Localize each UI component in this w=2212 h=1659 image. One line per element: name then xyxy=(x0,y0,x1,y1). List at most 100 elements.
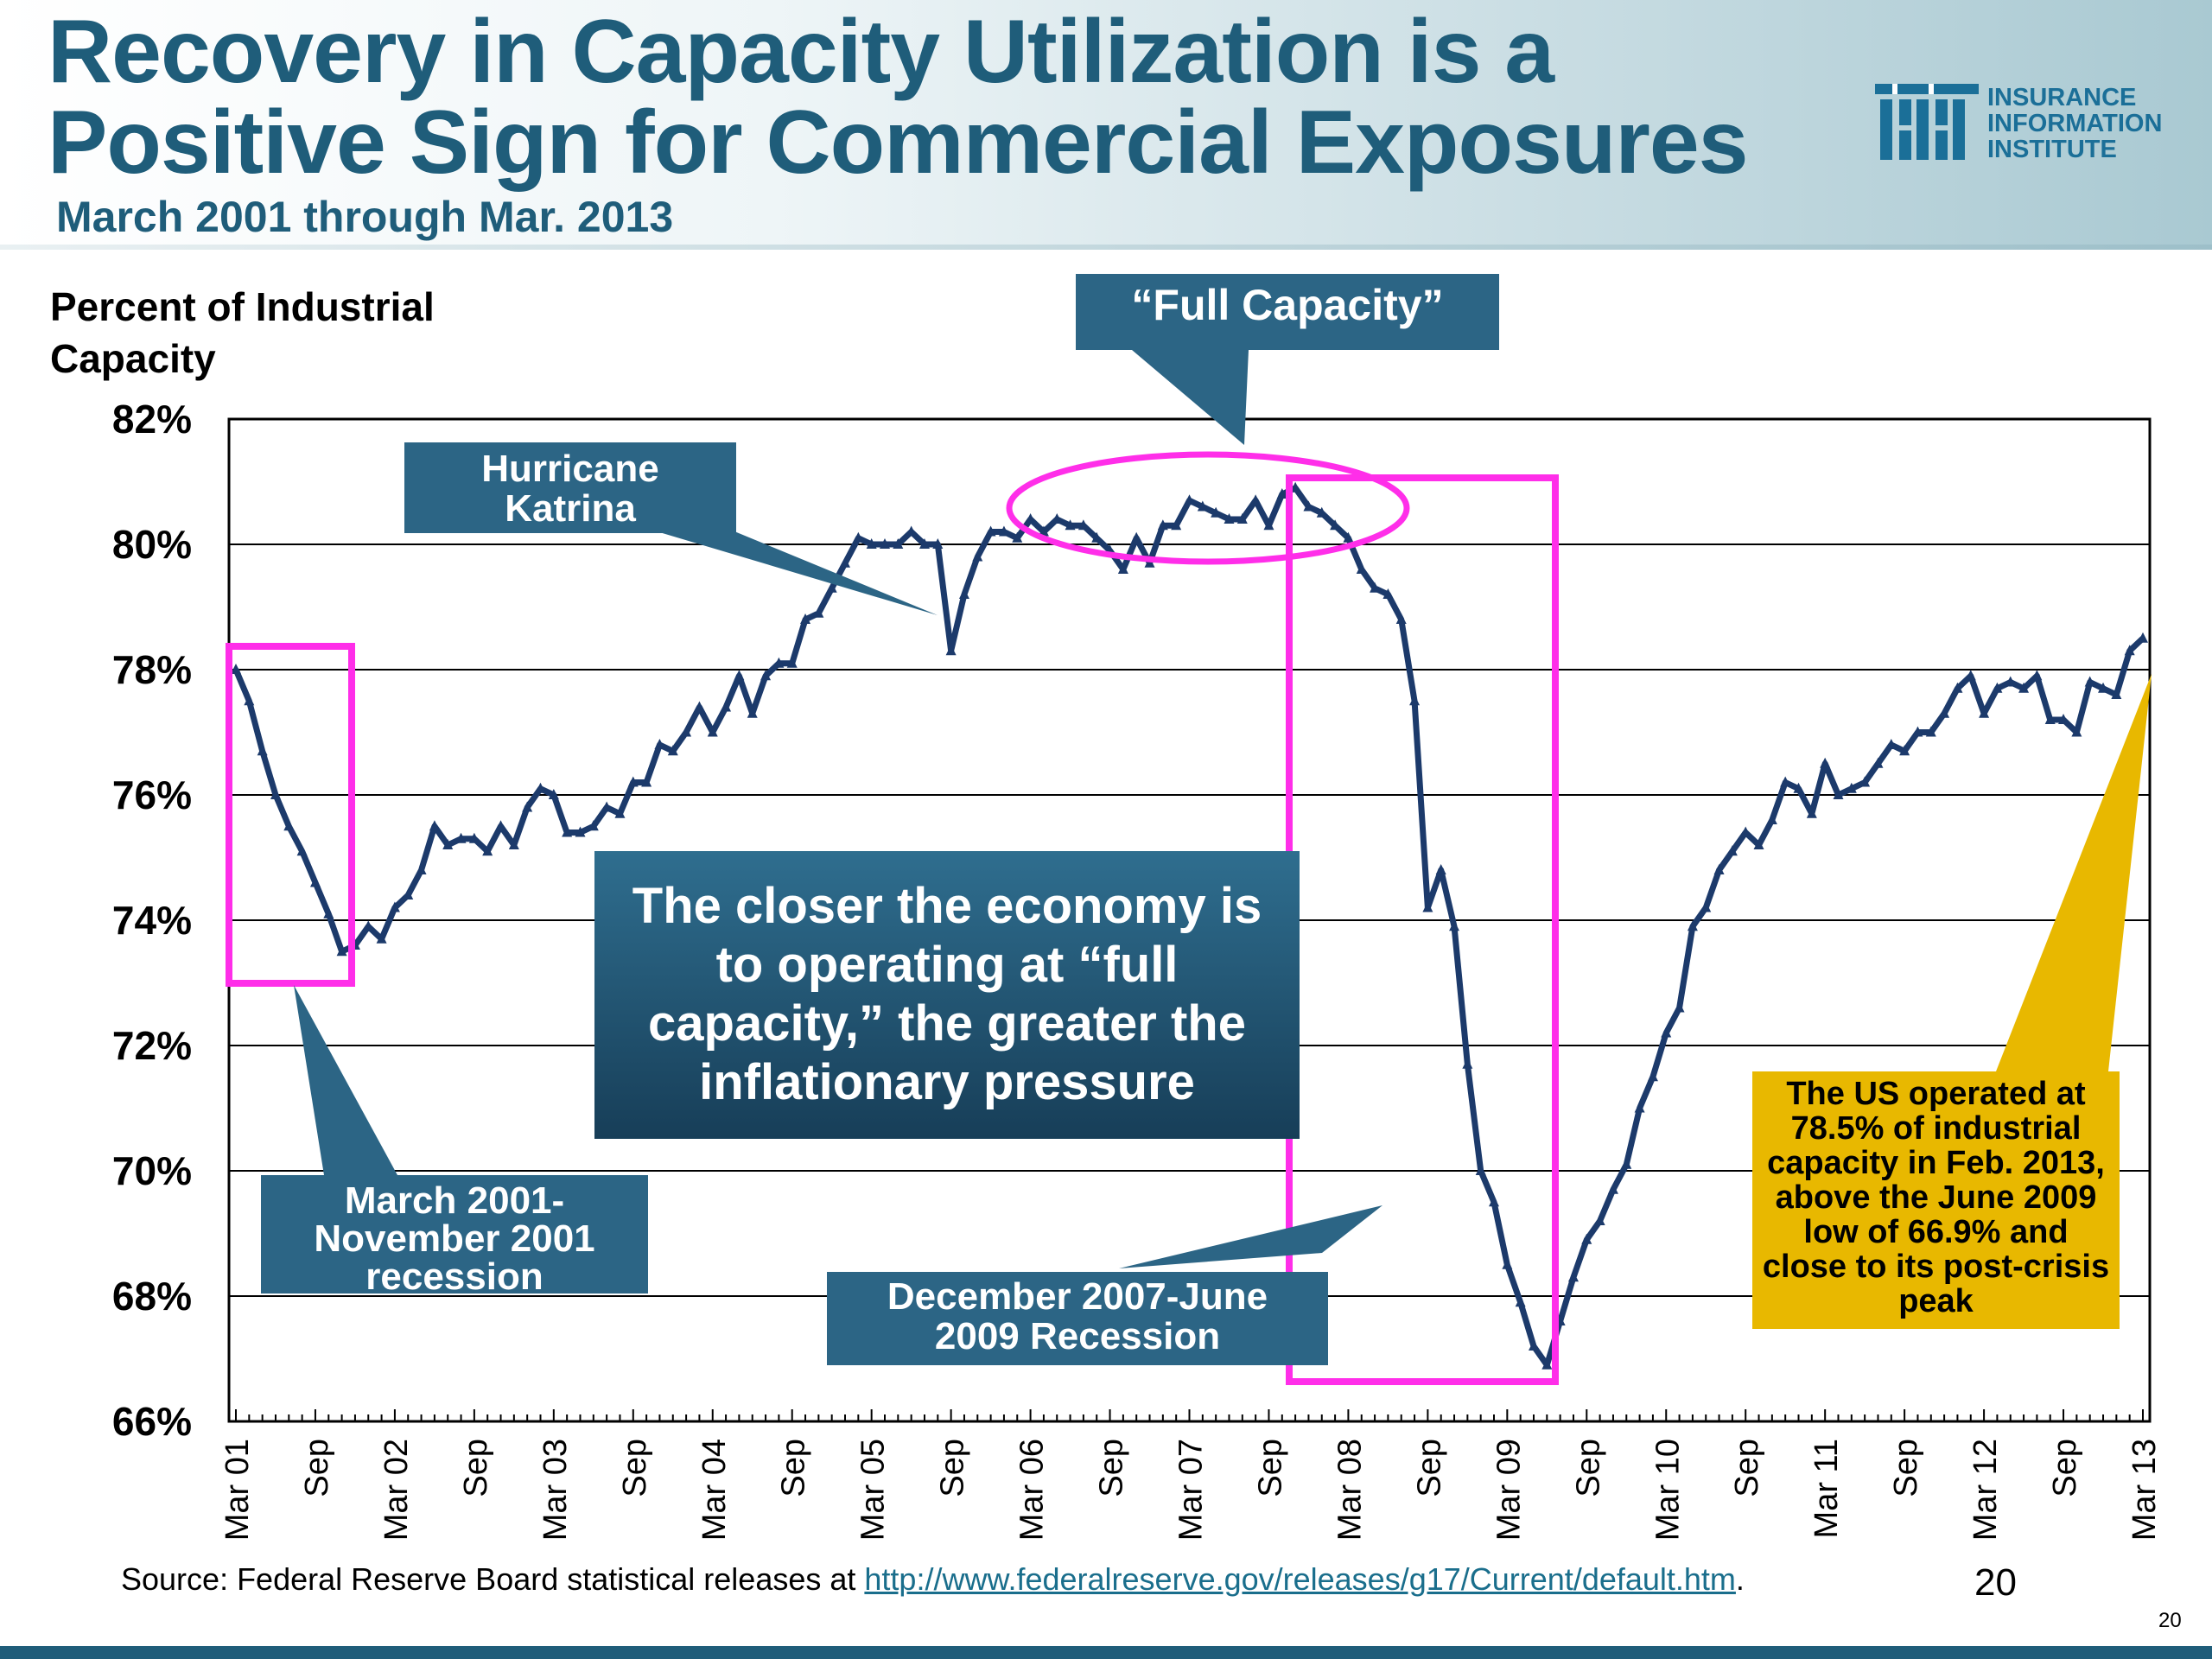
us-note-pointer xyxy=(1996,674,2152,1071)
data-point xyxy=(985,525,996,537)
data-point xyxy=(363,920,374,931)
x-tick-label: Mar 10 xyxy=(1649,1439,1686,1541)
x-tick-label: Sep xyxy=(299,1439,335,1497)
data-point xyxy=(2031,670,2043,681)
header-band xyxy=(0,0,2212,246)
data-point xyxy=(403,889,414,899)
data-point xyxy=(1435,864,1446,874)
data-point xyxy=(1356,563,1367,574)
source-note: Source: Federal Reserve Board statistica… xyxy=(121,1561,1745,1598)
x-tick-label: Sep xyxy=(2047,1439,2083,1497)
callout-recession-2007: December 2007-June 2009 Recession xyxy=(827,1272,1328,1365)
x-tick-label: Sep xyxy=(1570,1439,1606,1497)
page-title: Recovery in Capacity Utilization is a Po… xyxy=(48,7,1862,188)
data-point xyxy=(575,826,586,837)
x-tick-label: Mar 01 xyxy=(219,1439,256,1541)
data-point xyxy=(1806,807,1817,818)
data-point xyxy=(416,864,427,874)
callout-us-note-text: The US operated at 78.5% of industrial c… xyxy=(1762,1076,2110,1319)
data-point xyxy=(1276,488,1287,499)
data-point xyxy=(667,745,678,756)
data-point xyxy=(2058,714,2069,724)
y-tick-label: 82% xyxy=(112,397,192,442)
data-point xyxy=(429,820,440,831)
data-point xyxy=(1780,776,1791,787)
data-point xyxy=(734,670,745,681)
data-point xyxy=(2005,676,2016,687)
data-point xyxy=(627,776,639,787)
data-point xyxy=(1925,726,1936,737)
data-point xyxy=(1740,826,1751,837)
data-point xyxy=(1607,1183,1618,1194)
data-point xyxy=(1528,1340,1539,1351)
data-point xyxy=(1885,739,1897,749)
data-point xyxy=(1859,776,1871,787)
data-point xyxy=(562,826,573,837)
logo-line-1: INSURANCE xyxy=(1987,84,2137,111)
data-point xyxy=(1581,1233,1592,1244)
data-point xyxy=(1449,920,1460,931)
data-point xyxy=(1647,1071,1658,1082)
callout-full-capacity: “Full Capacity” xyxy=(1076,274,1499,350)
data-point xyxy=(389,901,400,912)
x-tick-label: Mar 02 xyxy=(378,1439,415,1541)
data-point xyxy=(972,550,983,562)
data-point xyxy=(893,538,904,549)
callout-main-message-text: The closer the economy is to operating a… xyxy=(632,878,1262,1110)
data-point xyxy=(1236,513,1248,524)
data-point xyxy=(244,695,255,706)
y-tick-label: 76% xyxy=(112,772,192,817)
data-point xyxy=(1567,1271,1579,1282)
series-markers xyxy=(231,481,2148,1370)
x-tick-label: Mar 08 xyxy=(1332,1439,1368,1541)
data-point xyxy=(840,556,851,568)
data-point xyxy=(813,607,824,618)
page-subtitle: March 2001 through Mar. 2013 xyxy=(56,193,674,241)
data-point xyxy=(1330,519,1341,531)
data-point xyxy=(614,807,626,818)
callout-recession-2001: March 2001-November 2001 recession xyxy=(261,1175,648,1296)
data-point xyxy=(2098,682,2109,693)
data-point xyxy=(786,657,798,668)
highlight-ellipse-full-capacity xyxy=(1006,451,1410,565)
source-suffix: . xyxy=(1735,1561,1745,1597)
x-tick-label: Mar 11 xyxy=(1808,1439,1845,1538)
data-point xyxy=(1634,1102,1645,1113)
data-point xyxy=(283,820,295,831)
data-point xyxy=(1343,531,1354,543)
data-point xyxy=(707,726,718,737)
data-point xyxy=(1502,1258,1513,1269)
data-point xyxy=(1475,1165,1486,1175)
data-point xyxy=(1872,757,1884,768)
data-point xyxy=(482,845,493,856)
data-point xyxy=(826,582,837,593)
data-point xyxy=(1409,695,1421,706)
logo-line-3: INSTITUTE xyxy=(1987,136,2117,163)
data-point xyxy=(694,701,705,712)
data-point xyxy=(376,932,387,944)
data-point xyxy=(601,801,613,812)
data-point xyxy=(1382,588,1394,599)
data-point xyxy=(1713,864,1725,874)
data-point xyxy=(853,531,864,543)
x-tick-label: Sep xyxy=(1729,1439,1765,1497)
data-point xyxy=(1541,1358,1553,1370)
data-point xyxy=(2124,645,2135,656)
source-link[interactable]: http://www.federalreserve.gov/releases/g… xyxy=(864,1561,1736,1597)
data-point xyxy=(442,839,454,849)
data-point xyxy=(866,538,877,549)
x-axis: Mar 01 Sep Mar 02 Sep Mar 03 Sep Mar 04 Sep Mar … xyxy=(219,1409,2163,1541)
x-tick-label: Mar 06 xyxy=(1014,1439,1051,1541)
y-tick-label: 78% xyxy=(112,647,192,692)
title-line-2: Positive Sign for Commercial Exposures xyxy=(48,92,1749,193)
callout-hurricane-katrina: Hurricane Katrina xyxy=(404,442,736,533)
y-tick-label: 66% xyxy=(112,1399,192,1444)
data-point xyxy=(336,945,347,957)
data-point xyxy=(1065,519,1076,531)
data-point xyxy=(1117,563,1128,574)
data-point xyxy=(1687,920,1698,931)
title-line-1: Recovery in Capacity Utilization is a xyxy=(48,2,1554,102)
data-point xyxy=(1793,782,1804,793)
x-tick-label: Mar 04 xyxy=(696,1439,733,1541)
data-point xyxy=(918,538,930,549)
